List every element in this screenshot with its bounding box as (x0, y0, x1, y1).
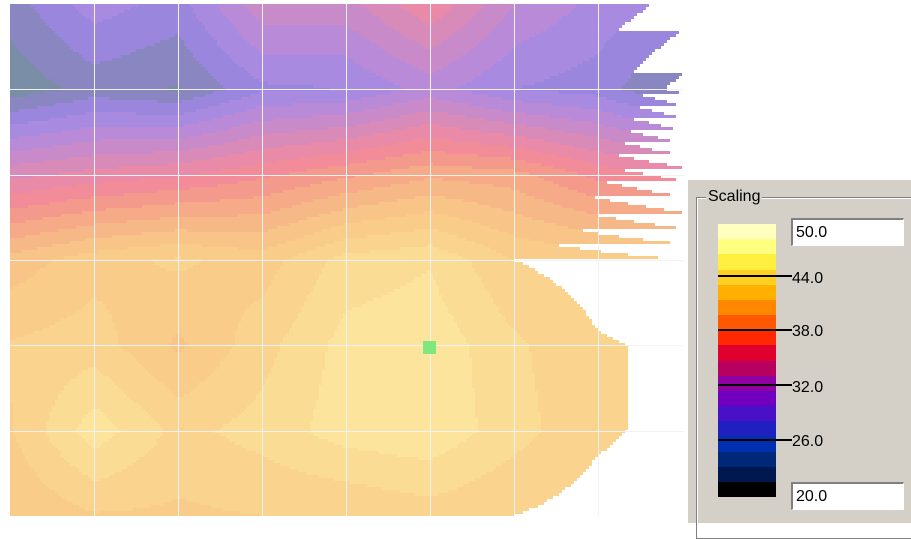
contour-fill (10, 4, 682, 516)
color-scale-bar (718, 224, 776, 498)
scale-label-26: 26.0 (792, 433, 824, 450)
scale-min-input[interactable] (791, 482, 904, 510)
scale-color-band (718, 390, 776, 407)
scale-color-band (718, 254, 776, 270)
grid-lines (10, 4, 684, 516)
scaling-panel: Scaling 44.0 38.0 32.0 26.0 (687, 180, 911, 539)
scale-color-band (718, 375, 776, 392)
scale-color-band (718, 421, 776, 437)
scale-color-band (718, 224, 776, 240)
scale-label-44: 44.0 (792, 270, 824, 287)
scale-color-band (718, 269, 776, 286)
scale-label-32: 32.0 (792, 379, 824, 396)
scale-color-band (718, 345, 776, 361)
scale-color-band (718, 466, 776, 483)
contour-plot (10, 4, 684, 516)
scale-color-band (718, 451, 776, 468)
scale-tick-38 (718, 329, 792, 331)
scale-color-band (718, 299, 776, 316)
scale-color-band (718, 330, 776, 346)
scale-tick-26 (718, 439, 792, 441)
scale-tick-32 (718, 384, 792, 386)
scale-color-band (718, 284, 776, 301)
scale-tick-44 (718, 275, 792, 277)
scaling-title: Scaling (706, 188, 763, 206)
position-marker[interactable] (423, 341, 436, 354)
scale-color-band (718, 406, 776, 422)
scale-color-band (718, 239, 776, 255)
scale-color-band (718, 360, 776, 377)
scale-max-input[interactable] (791, 218, 904, 246)
scale-color-band (718, 315, 776, 331)
scale-color-band (718, 481, 776, 498)
scale-label-38: 38.0 (792, 323, 824, 340)
